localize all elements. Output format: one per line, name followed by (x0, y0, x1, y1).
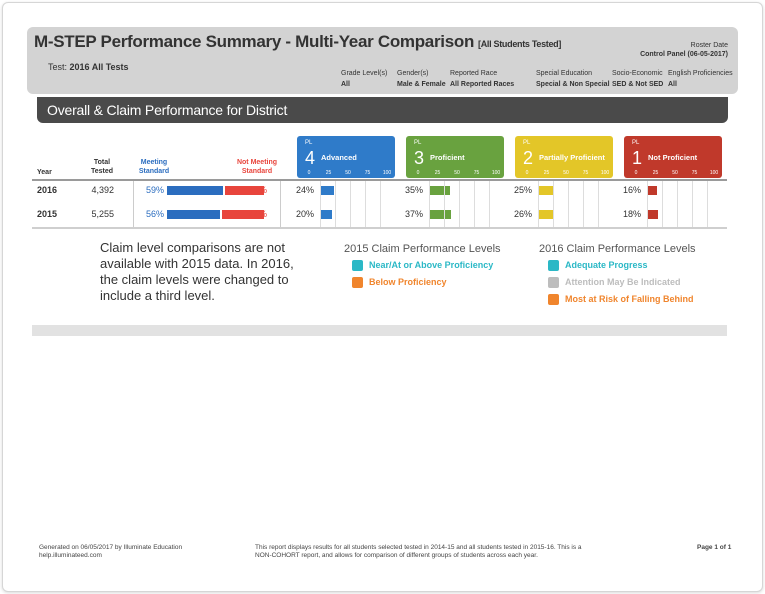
gridline (692, 181, 693, 227)
pl-pct: 25% (513, 185, 532, 195)
row-year: 2016 (37, 185, 58, 195)
col-meeting-standard: Meeting Standard (138, 159, 170, 175)
pl-bar (429, 210, 452, 219)
legend-2015-below: Below Proficiency (352, 277, 447, 289)
gridline (474, 181, 475, 227)
legend-swatch (352, 260, 363, 272)
footer-generated: Generated on 06/05/2017 by Illuminate Ed… (39, 544, 183, 559)
pl-bar (320, 210, 332, 219)
pl3-header: PL 3 Proficient 0 25 50 75 100 (406, 136, 504, 178)
roster-date-value: Control Panel (06-05-2017) (640, 51, 728, 58)
legend-2015-near-above: Near/At or Above Proficiency (352, 260, 493, 272)
gridline (553, 181, 554, 227)
pl-pct: 18% (622, 209, 641, 219)
meeting-bar (167, 210, 221, 219)
gridline (429, 181, 430, 227)
section-title: Overall & Claim Performance for District (47, 102, 288, 118)
table-bottom-rule (32, 227, 727, 229)
table-top-rule (32, 179, 727, 181)
gridline (320, 181, 321, 227)
report-subtitle: [All Students Tested] (478, 39, 562, 49)
filter-race: Reported Race All Reported Races (450, 70, 515, 88)
filter-special-ed: Special Education Special & Non Special (536, 70, 610, 88)
pl-bar (538, 210, 554, 219)
gridline (538, 181, 539, 227)
legend-2016-title: 2016 Claim Performance Levels (539, 243, 696, 255)
pl2-header: PL 2 Partially Proficient 0 25 50 75 100 (515, 136, 613, 178)
pl-bar (538, 186, 553, 195)
pl1-header: PL 1 Not Proficient 0 25 50 75 100 (624, 136, 722, 178)
pl-pct: 26% (513, 209, 532, 219)
legend-swatch (548, 294, 559, 306)
test-line: Test: 2016 All Tests (48, 62, 129, 72)
gridline (677, 181, 678, 227)
pl-pct: 24% (295, 185, 314, 195)
pl-bar (320, 186, 335, 195)
row-year: 2015 (37, 209, 58, 219)
gridline (350, 181, 351, 227)
not-meeting-bar (222, 210, 264, 219)
gridline (365, 181, 366, 227)
meeting-bar (167, 186, 224, 195)
col-year: Year (37, 169, 52, 176)
footer-page-number: Page 1 of 1 (697, 544, 732, 551)
test-value: 2016 All Tests (69, 62, 129, 72)
pl4-header: PL 4 Advanced 0 25 50 75 100 (297, 136, 395, 178)
pl-bar (647, 186, 657, 195)
row-meeting-pct: 59% (145, 185, 164, 195)
section-header: Overall & Claim Performance for District (37, 97, 728, 123)
gridline (647, 181, 648, 227)
roster-date-label: Roster Date (690, 42, 728, 49)
claim-note: Claim level comparisons are not availabl… (100, 240, 294, 303)
not-meeting-bar (225, 186, 264, 195)
legend-swatch (352, 277, 363, 289)
row-not-meeting-pct: 41% (249, 185, 268, 195)
gridline (568, 181, 569, 227)
pl-pct: 16% (622, 185, 641, 195)
row-total-tested: 5,255 (91, 209, 114, 219)
row-total-tested: 4,392 (91, 185, 114, 195)
pl-pct: 37% (404, 209, 423, 219)
gridline (662, 181, 663, 227)
legend-2016-attention: Attention May Be Indicated (548, 277, 681, 289)
legend-swatch (548, 277, 559, 289)
gridline (583, 181, 584, 227)
gridline (380, 181, 381, 227)
gridline (707, 181, 708, 227)
pl-pct: 35% (404, 185, 423, 195)
pl-divider (280, 181, 281, 227)
filter-gender: Gender(s) Male & Female (397, 70, 446, 88)
report-header: M-STEP Performance Summary - Multi-Year … (27, 27, 738, 94)
col-not-meeting-standard: Not Meeting Standard (236, 159, 278, 175)
filter-grade: Grade Level(s) All (341, 70, 388, 88)
meeting-divider (133, 181, 134, 227)
row-meeting-pct: 56% (145, 209, 164, 219)
gridline (459, 181, 460, 227)
filter-english-proficiency: English Proficiencies All (668, 70, 733, 88)
footer-note: This report displays results for all stu… (255, 544, 582, 559)
legend-2016-adequate: Adequate Progress (548, 260, 648, 272)
gridline (489, 181, 490, 227)
pl-pct: 20% (295, 209, 314, 219)
gridline (335, 181, 336, 227)
legend-2016-at-risk: Most at Risk of Falling Behind (548, 294, 694, 306)
gridline (598, 181, 599, 227)
pl-bar (647, 210, 658, 219)
row-not-meeting-pct: 44% (249, 209, 268, 219)
claim-placeholder-bar (32, 325, 727, 336)
report-title: M-STEP Performance Summary - Multi-Year … (34, 32, 562, 51)
legend-2015-title: 2015 Claim Performance Levels (344, 243, 501, 255)
legend-swatch (548, 260, 559, 272)
gridline (444, 181, 445, 227)
pl-bar (429, 186, 450, 195)
filter-socio-economic: Socio-Economic SED & Not SED (612, 70, 664, 88)
col-total-tested: Total Tested (90, 159, 114, 175)
